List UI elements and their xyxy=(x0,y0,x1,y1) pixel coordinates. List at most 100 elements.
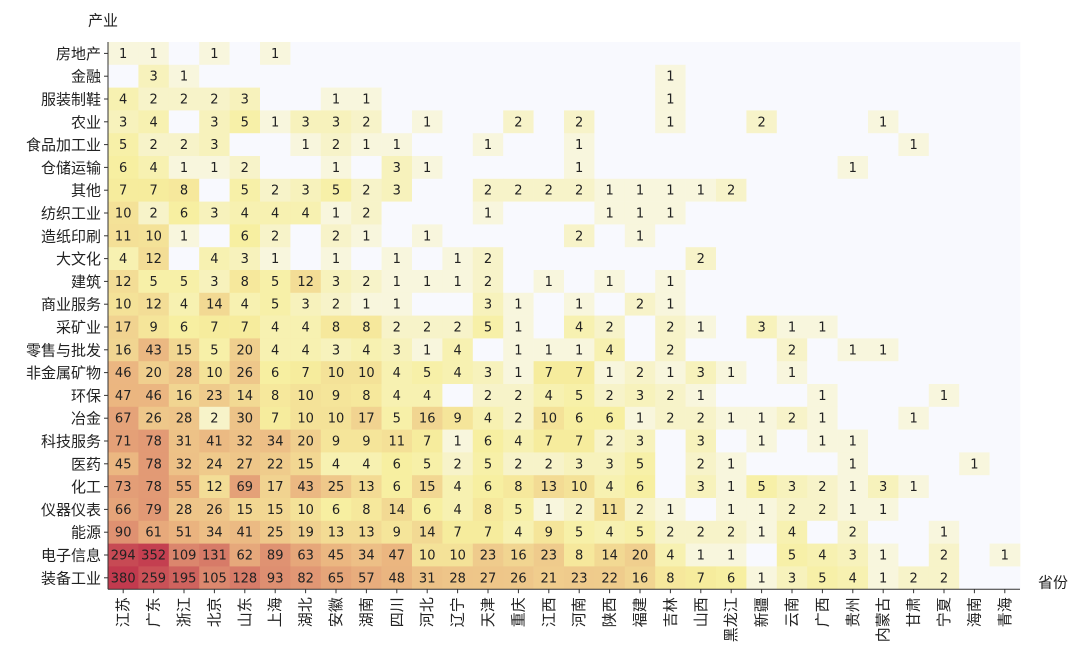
heatmap-cell xyxy=(533,42,565,66)
heatmap-cell xyxy=(229,292,261,316)
cell-value-label: 2 xyxy=(514,412,522,427)
cell-value-label: 380 xyxy=(111,571,136,586)
heatmap-cell xyxy=(260,498,291,522)
cell-value-label: 46 xyxy=(145,389,162,404)
heatmap-cell xyxy=(716,64,747,88)
heatmap-cell xyxy=(716,429,747,453)
heatmap-cell xyxy=(807,543,838,567)
heatmap-cell xyxy=(229,338,261,362)
heatmap-cell xyxy=(928,247,960,271)
heatmap-cell xyxy=(290,247,322,271)
cell-value-label: 1 xyxy=(423,343,431,358)
cell-value-label: 1 xyxy=(818,389,826,404)
heatmap-cell xyxy=(412,361,443,385)
heatmap-cell xyxy=(989,361,1021,385)
heatmap-cell xyxy=(655,384,686,408)
heatmap-cell xyxy=(412,64,443,88)
heatmap-cell xyxy=(351,201,382,225)
cell-value-label: 2 xyxy=(818,480,826,495)
heatmap-cell xyxy=(503,42,534,66)
cell-value-label: 2 xyxy=(605,389,613,404)
heatmap-cell xyxy=(229,156,261,180)
cell-value-label: 5 xyxy=(423,457,431,472)
cell-value-label: 1 xyxy=(788,321,796,336)
heatmap-cell xyxy=(898,361,930,385)
heatmap-cell xyxy=(472,452,504,476)
heatmap-cell xyxy=(533,452,565,476)
cell-value-label: 10 xyxy=(115,207,132,222)
cell-value-label: 2 xyxy=(332,138,340,153)
heatmap-cell xyxy=(503,452,534,476)
heatmap-cell xyxy=(959,566,990,590)
heatmap-cell xyxy=(260,224,291,248)
heatmap-cell xyxy=(928,475,960,499)
x-tick-label: 天津 xyxy=(479,597,497,627)
heatmap-cell xyxy=(138,133,170,157)
heatmap-cell xyxy=(168,87,200,111)
heatmap-cell xyxy=(503,543,534,567)
heatmap-cell xyxy=(564,384,595,408)
cell-value-label: 27 xyxy=(237,457,254,472)
cell-value-label: 2 xyxy=(697,252,705,267)
cell-value-label: 2 xyxy=(484,389,492,404)
heatmap-cell xyxy=(412,543,443,567)
heatmap-cell xyxy=(716,133,747,157)
heatmap-cell xyxy=(351,224,382,248)
cell-value-label: 10 xyxy=(145,229,162,244)
heatmap-cell xyxy=(989,270,1021,294)
x-tick-label: 河北 xyxy=(418,597,436,627)
heatmap-cell xyxy=(716,406,747,430)
heatmap-cell xyxy=(138,156,170,180)
cell-value-label: 1 xyxy=(210,161,218,176)
heatmap-cell xyxy=(594,429,626,453)
heatmap-cell xyxy=(533,133,565,157)
cell-value-label: 4 xyxy=(271,343,279,358)
heatmap-cell xyxy=(442,42,474,66)
heatmap-cell xyxy=(320,384,352,408)
heatmap-cell xyxy=(320,133,352,157)
heatmap-cell xyxy=(351,270,382,294)
heatmap-cell xyxy=(442,292,474,316)
heatmap-cell xyxy=(442,64,474,88)
heatmap-cell xyxy=(260,87,291,111)
heatmap-cell xyxy=(868,384,899,408)
heatmap-cell xyxy=(442,201,474,225)
heatmap-cell xyxy=(108,201,139,225)
heatmap-cell xyxy=(168,475,200,499)
heatmap-cell xyxy=(898,133,930,157)
cell-value-label: 2 xyxy=(545,457,553,472)
heatmap-cell xyxy=(138,110,170,134)
cell-value-label: 1 xyxy=(332,161,340,176)
cell-value-label: 1 xyxy=(484,138,492,153)
cell-value-label: 1 xyxy=(1001,549,1009,564)
cell-value-label: 1 xyxy=(271,47,279,62)
heatmap-cell xyxy=(260,110,291,134)
heatmap-cell xyxy=(928,156,960,180)
heatmap-cell xyxy=(351,42,382,66)
heatmap-cell xyxy=(685,338,717,362)
heatmap-cell xyxy=(320,178,352,202)
heatmap-cell xyxy=(533,406,565,430)
heatmap-cell xyxy=(685,384,717,408)
heatmap-cell xyxy=(229,247,261,271)
heatmap-cell xyxy=(381,475,413,499)
cell-value-label: 6 xyxy=(241,229,249,244)
heatmap-cell xyxy=(776,315,808,339)
cell-value-label: 2 xyxy=(575,184,583,199)
cell-value-label: 32 xyxy=(237,435,254,450)
heatmap-cell xyxy=(381,270,413,294)
heatmap-cell xyxy=(381,42,413,66)
heatmap-cell xyxy=(655,224,686,248)
heatmap-cell xyxy=(472,247,504,271)
cell-value-label: 1 xyxy=(697,184,705,199)
x-tick-label: 内蒙古 xyxy=(874,597,892,642)
heatmap-cell xyxy=(776,201,808,225)
heatmap-cell xyxy=(898,429,930,453)
cell-value-label: 9 xyxy=(332,435,340,450)
heatmap-cell xyxy=(716,566,747,590)
heatmap-cell xyxy=(594,110,626,134)
cell-value-label: 1 xyxy=(180,70,188,85)
heatmap-cell xyxy=(868,406,899,430)
heatmap-cell xyxy=(472,543,504,567)
cell-value-label: 27 xyxy=(480,571,497,586)
